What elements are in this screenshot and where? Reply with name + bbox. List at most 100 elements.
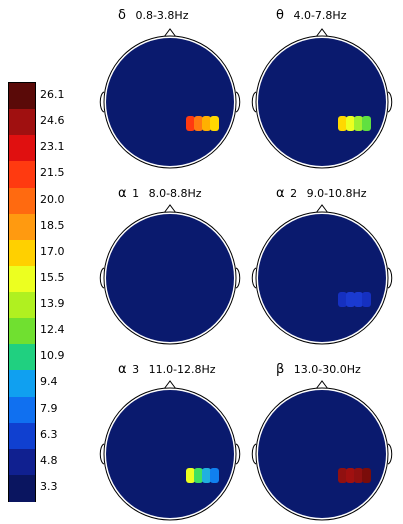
activation-cell xyxy=(354,468,363,483)
color-scale-label: 9.4 xyxy=(40,375,58,389)
left-ear-marker xyxy=(99,91,105,113)
map-title-theta: θ 4.0-7.8Hz xyxy=(276,8,346,23)
color-scale-label: 20.0 xyxy=(40,192,65,206)
color-scale-label: 4.8 xyxy=(40,453,58,467)
color-scale-band xyxy=(9,448,35,476)
topomap-alpha2 xyxy=(251,204,393,345)
activation-cell xyxy=(346,292,355,307)
color-scale-band xyxy=(9,135,35,162)
left-ear-marker xyxy=(251,91,257,113)
color-scale-band xyxy=(9,474,35,502)
head-field xyxy=(258,38,386,166)
color-scale-band xyxy=(9,396,35,424)
band-sub: 3 xyxy=(132,363,140,376)
color-scale-band xyxy=(9,187,35,215)
activation-cell xyxy=(362,116,371,131)
color-scale-band xyxy=(9,292,35,319)
nose-marker xyxy=(163,28,177,38)
band-range: 11.0-12.8Hz xyxy=(148,363,216,376)
topomap-beta xyxy=(251,380,393,521)
map-title-beta: β 13.0-30.0Hz xyxy=(276,362,361,377)
left-ear-marker xyxy=(251,443,257,465)
color-scale-band xyxy=(9,239,35,267)
color-scale-label: 10.9 xyxy=(40,349,65,363)
band-range: 4.0-7.8Hz xyxy=(293,9,347,22)
nose-marker xyxy=(315,204,329,214)
color-scale-band xyxy=(9,83,35,110)
activation-cell xyxy=(338,116,347,131)
nose-marker xyxy=(315,380,329,390)
right-ear-marker xyxy=(235,443,241,465)
topomap-delta xyxy=(99,28,241,169)
band-range: 13.0-30.0Hz xyxy=(293,363,361,376)
band-symbol: α xyxy=(118,362,127,377)
head-field xyxy=(258,390,386,518)
band-symbol: θ xyxy=(276,8,284,23)
right-ear-marker xyxy=(387,443,393,465)
activation-cell xyxy=(194,468,203,483)
head-field xyxy=(258,214,386,342)
head-field xyxy=(106,390,234,518)
activation-cell xyxy=(362,468,371,483)
activation-spot xyxy=(338,292,371,307)
activation-cell xyxy=(354,116,363,131)
color-scale-bar xyxy=(8,82,36,502)
color-scale-label: 26.1 xyxy=(40,88,65,102)
activation-cell xyxy=(186,468,195,483)
right-ear-marker xyxy=(235,91,241,113)
right-ear-marker xyxy=(387,267,393,289)
color-scale-label: 15.5 xyxy=(40,270,65,284)
color-scale-band xyxy=(9,422,35,450)
activation-cell xyxy=(210,116,219,131)
color-scale-label: 13.9 xyxy=(40,297,65,311)
left-ear-marker xyxy=(99,443,105,465)
color-scale-band xyxy=(9,370,35,397)
right-ear-marker xyxy=(235,267,241,289)
activation-cell xyxy=(346,116,355,131)
activation-cell xyxy=(210,468,219,483)
activation-cell xyxy=(338,468,347,483)
band-symbol: α xyxy=(118,186,127,201)
activation-cell xyxy=(202,468,211,483)
color-scale-label: 21.5 xyxy=(40,166,65,180)
color-scale-label: 17.0 xyxy=(40,244,65,258)
color-scale-band xyxy=(9,161,35,188)
color-scale-band xyxy=(9,213,35,241)
activation-cell xyxy=(346,468,355,483)
band-range: 0.8-3.8Hz xyxy=(135,9,189,22)
color-scale-label: 18.5 xyxy=(40,218,65,232)
color-scale-band xyxy=(9,109,35,136)
color-scale-label: 3.3 xyxy=(40,479,58,493)
map-title-alpha3: α 3 11.0-12.8Hz xyxy=(118,362,216,377)
activation-cell xyxy=(362,292,371,307)
activation-spot xyxy=(338,468,371,483)
band-symbol: β xyxy=(276,362,285,377)
color-scale-label: 23.1 xyxy=(40,140,65,154)
map-title-delta: δ 0.8-3.8Hz xyxy=(118,8,188,23)
map-title-alpha2: α 2 9.0-10.8Hz xyxy=(276,186,367,201)
activation-cell xyxy=(354,292,363,307)
topomap-theta xyxy=(251,28,393,169)
head-field xyxy=(106,38,234,166)
nose-marker xyxy=(163,380,177,390)
head-field xyxy=(106,214,234,342)
activation-cell xyxy=(338,292,347,307)
color-scale-band xyxy=(9,318,35,345)
map-title-alpha1: α 1 8.0-8.8Hz xyxy=(118,186,202,201)
color-scale-band xyxy=(9,265,35,293)
color-scale-label: 12.4 xyxy=(40,323,65,337)
activation-cell xyxy=(202,116,211,131)
right-ear-marker xyxy=(387,91,393,113)
nose-marker xyxy=(315,28,329,38)
band-sub: 2 xyxy=(290,187,298,200)
color-scale-label: 6.3 xyxy=(40,427,58,441)
band-range: 9.0-10.8Hz xyxy=(306,187,367,200)
color-scale-labels: 26.1 24.6 23.1 21.5 20.0 18.5 17.0 15.5 13.9 12.4… xyxy=(40,82,100,500)
activation-spot xyxy=(186,468,219,483)
left-ear-marker xyxy=(99,267,105,289)
color-scale-label: 24.6 xyxy=(40,114,65,128)
activation-spot xyxy=(338,116,371,131)
band-symbol: δ xyxy=(118,8,126,23)
color-scale-label: 7.9 xyxy=(40,401,58,415)
band-range: 8.0-8.8Hz xyxy=(148,187,202,200)
